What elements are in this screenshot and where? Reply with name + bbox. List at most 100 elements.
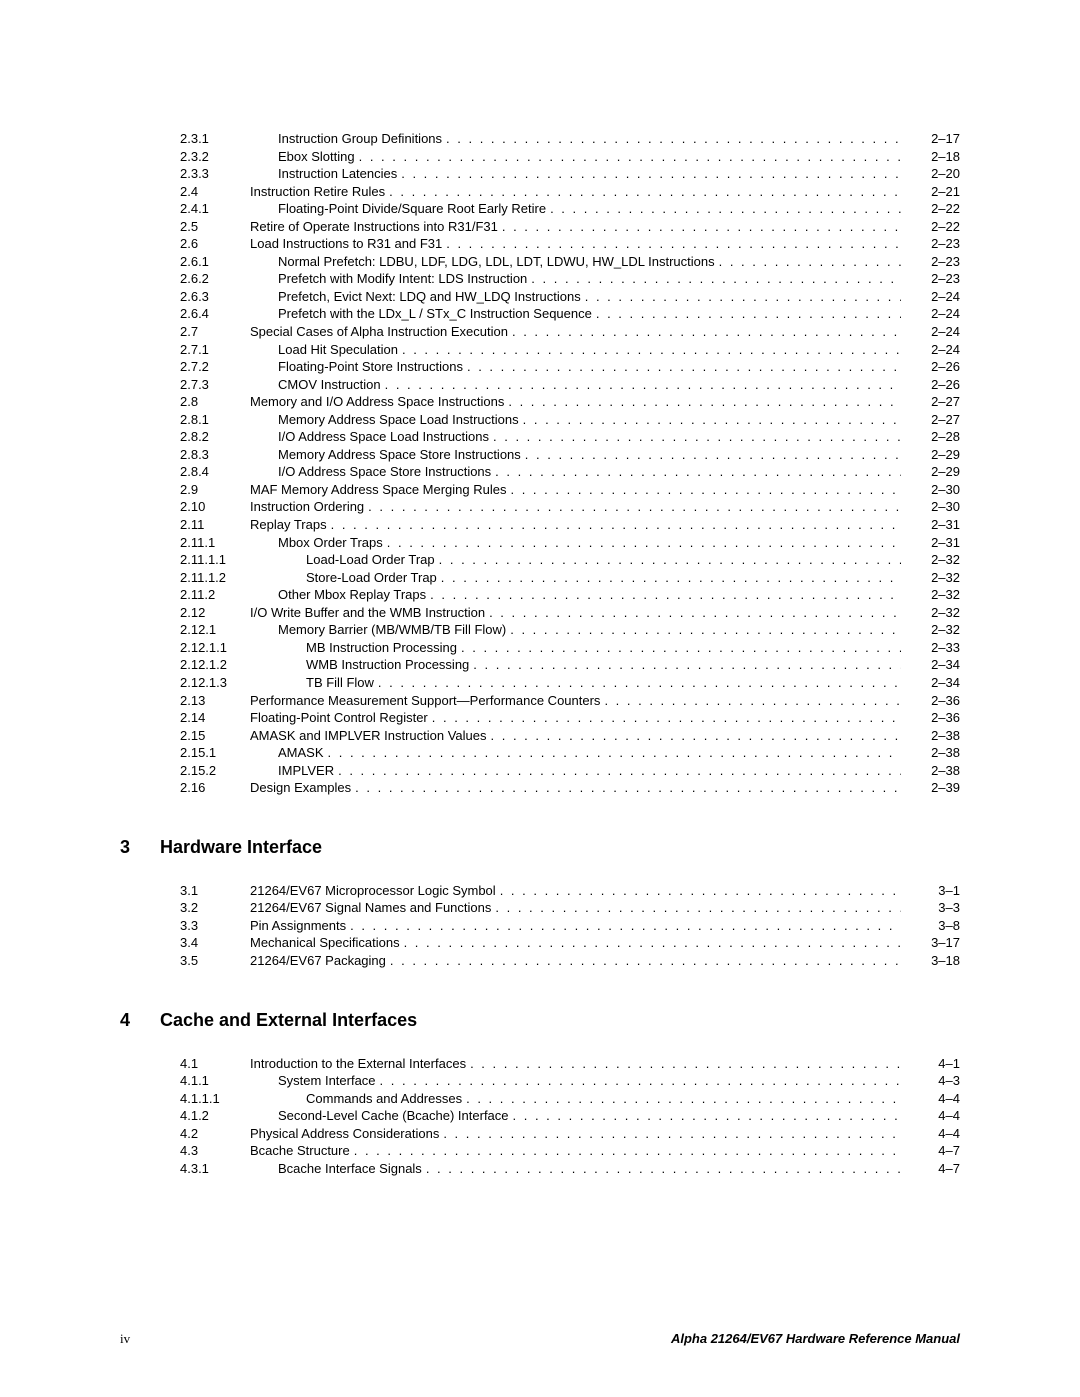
toc-title-wrap: MAF Memory Address Space Merging Rules <box>250 481 905 499</box>
toc-title-wrap: Floating-Point Divide/Square Root Early … <box>250 200 905 218</box>
toc-page-number: 2–22 <box>905 218 960 236</box>
toc-leader <box>441 569 901 587</box>
toc-leader <box>467 358 901 376</box>
toc-title-wrap: Retire of Operate Instructions into R31/… <box>250 218 905 236</box>
toc-page-number: 2–32 <box>905 551 960 569</box>
toc-title: Prefetch with the LDx_L / STx_C Instruct… <box>278 305 592 323</box>
toc-title: 21264/EV67 Signal Names and Functions <box>250 899 491 917</box>
toc-leader <box>502 218 901 236</box>
toc-title-wrap: System Interface <box>250 1072 905 1090</box>
toc-title-wrap: Mbox Order Traps <box>250 534 905 552</box>
toc-title-wrap: 21264/EV67 Packaging <box>250 952 905 970</box>
toc-entry: 2.6.1Normal Prefetch: LDBU, LDF, LDG, LD… <box>120 253 960 271</box>
toc-leader <box>500 882 901 900</box>
toc-section-number: 2.3.1 <box>180 130 250 148</box>
toc-leader <box>446 130 901 148</box>
toc-page-number: 2–17 <box>905 130 960 148</box>
toc-entry: 2.4.1 Floating-Point Divide/Square Root E… <box>120 200 960 218</box>
toc-entry: 3.121264/EV67 Microprocessor Logic Symbo… <box>120 882 960 900</box>
toc-title: IMPLVER <box>278 762 334 780</box>
toc-entry: 2.8.4I/O Address Space Store Instruction… <box>120 463 960 481</box>
page: 2.3.1Instruction Group Definitions 2–172… <box>0 0 1080 1397</box>
toc-section-number: 2.6.2 <box>180 270 250 288</box>
toc-page-number: 3–18 <box>905 952 960 970</box>
toc-page-number: 2–27 <box>905 411 960 429</box>
toc-page-number: 2–27 <box>905 393 960 411</box>
toc-leader <box>404 934 901 952</box>
toc-section-number: 2.16 <box>180 779 250 797</box>
toc-block: 2.3.1Instruction Group Definitions 2–172… <box>120 130 960 797</box>
toc-title-wrap: AMASK <box>250 744 905 762</box>
toc-entry: 2.11.1.2Store-Load Order Trap 2–32 <box>120 569 960 587</box>
toc-title: System Interface <box>278 1072 376 1090</box>
toc-page-number: 2–30 <box>905 498 960 516</box>
toc-leader <box>355 779 901 797</box>
toc-title-wrap: Mechanical Specifications <box>250 934 905 952</box>
toc-title-wrap: Second-Level Cache (Bcache) Interface <box>250 1107 905 1125</box>
toc-leader <box>439 551 901 569</box>
toc-title: WMB Instruction Processing <box>306 656 469 674</box>
toc-leader <box>493 428 901 446</box>
toc-section-number: 2.4.1 <box>180 200 250 218</box>
toc-leader <box>510 481 901 499</box>
toc-entry: 4.1.1System Interface 4–3 <box>120 1072 960 1090</box>
toc-page-number: 2–30 <box>905 481 960 499</box>
toc-section-number: 2.11.1.2 <box>180 569 250 587</box>
toc-title: Mechanical Specifications <box>250 934 400 952</box>
toc-leader <box>432 709 901 727</box>
toc-title: Bcache Structure <box>250 1142 350 1160</box>
chapter-heading: 4Cache and External Interfaces <box>120 1010 960 1031</box>
toc-page-number: 2–32 <box>905 621 960 639</box>
toc-entry: 2.6Load Instructions to R31 and F31 2–23 <box>120 235 960 253</box>
toc-section-number: 2.8.2 <box>180 428 250 446</box>
toc-title: AMASK <box>278 744 324 762</box>
toc-page-number: 2–28 <box>905 428 960 446</box>
toc-leader <box>495 463 901 481</box>
toc-title: 21264/EV67 Packaging <box>250 952 386 970</box>
toc-entry: 2.11Replay Traps 2–31 <box>120 516 960 534</box>
toc-leader <box>430 586 901 604</box>
toc-block: 4.1Introduction to the External Interfac… <box>120 1055 960 1178</box>
toc-entry: 2.6.4 Prefetch with the LDx_L / STx_C Ins… <box>120 305 960 323</box>
toc-title-wrap: Ebox Slotting <box>250 148 905 166</box>
toc-section-number: 2.6.4 <box>180 305 250 323</box>
chapter-number: 3 <box>120 837 160 858</box>
toc-section-number: 2.7 <box>180 323 250 341</box>
toc-section-number: 2.3.2 <box>180 148 250 166</box>
toc-page-number: 4–3 <box>905 1072 960 1090</box>
toc-page-number: 2–39 <box>905 779 960 797</box>
toc-page-number: 2–31 <box>905 534 960 552</box>
toc-section-number: 3.4 <box>180 934 250 952</box>
toc-title-wrap: Replay Traps <box>250 516 905 534</box>
toc-title-wrap: Memory Address Space Store Instructions <box>250 446 905 464</box>
toc-section-number: 4.1.2 <box>180 1107 250 1125</box>
toc-title: Floating-Point Divide/Square Root Early … <box>278 200 546 218</box>
toc-entry: 4.1.2Second-Level Cache (Bcache) Interfa… <box>120 1107 960 1125</box>
toc-entry: 2.10Instruction Ordering 2–30 <box>120 498 960 516</box>
toc-section-number: 2.8.1 <box>180 411 250 429</box>
toc-entry: 3.4Mechanical Specifications 3–17 <box>120 934 960 952</box>
toc-entry: 2.11.1Mbox Order Traps 2–31 <box>120 534 960 552</box>
toc-title-wrap: Floating-Point Control Register <box>250 709 905 727</box>
toc-title-wrap: Load Instructions to R31 and F31 <box>250 235 905 253</box>
toc-section-number: 2.12 <box>180 604 250 622</box>
toc-title-wrap: Normal Prefetch: LDBU, LDF, LDG, LDL, LD… <box>250 253 905 271</box>
toc-entry: 2.4Instruction Retire Rules 2–21 <box>120 183 960 201</box>
toc-page-number: 2–24 <box>905 341 960 359</box>
toc-leader <box>512 323 901 341</box>
toc-title-wrap: AMASK and IMPLVER Instruction Values <box>250 727 905 745</box>
toc-leader <box>390 952 901 970</box>
toc-leader <box>387 534 901 552</box>
toc-section-number: 2.12.1.3 <box>180 674 250 692</box>
toc-section-number: 2.11 <box>180 516 250 534</box>
toc-section-number: 2.13 <box>180 692 250 710</box>
toc-section-number: 2.5 <box>180 218 250 236</box>
toc-entry: 2.7.3CMOV Instruction 2–26 <box>120 376 960 394</box>
toc-entry: 2.12.1.2WMB Instruction Processing 2–34 <box>120 656 960 674</box>
toc-title: Memory and I/O Address Space Instruction… <box>250 393 504 411</box>
toc-title: I/O Address Space Store Instructions <box>278 463 491 481</box>
toc-title: I/O Write Buffer and the WMB Instruction <box>250 604 485 622</box>
toc-title: Commands and Addresses <box>306 1090 462 1108</box>
toc-title: TB Fill Flow <box>306 674 374 692</box>
toc-title-wrap: Bcache Structure <box>250 1142 905 1160</box>
